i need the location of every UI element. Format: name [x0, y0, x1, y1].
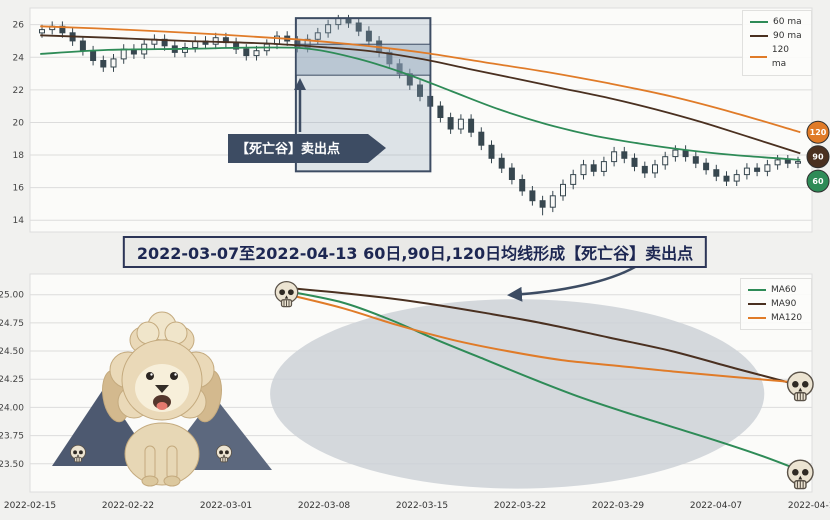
svg-text:23.50: 23.50: [0, 460, 24, 470]
sell-point-annotation-banner: 【死亡谷】卖出点: [228, 78, 386, 163]
svg-text:2022-04-13: 2022-04-13: [788, 501, 830, 511]
ma-lines-layer: [287, 286, 813, 477]
svg-text:【死亡谷】卖出点: 【死亡谷】卖出点: [236, 141, 340, 157]
svg-text:16: 16: [13, 184, 25, 194]
ma-lines-layer: [40, 25, 801, 161]
svg-text:24.25: 24.25: [0, 375, 24, 385]
top-legend: 60 ma 90 ma 120 ma: [742, 10, 812, 76]
svg-text:2022-02-22: 2022-02-22: [102, 501, 154, 511]
legend-label: MA90: [771, 299, 797, 309]
svg-text:2022-03-15: 2022-03-15: [396, 501, 448, 511]
svg-text:24: 24: [13, 53, 25, 63]
dog-face: [146, 372, 178, 410]
poodle-dog: [102, 311, 222, 487]
legend-label: 120 ma: [771, 45, 790, 69]
caption-box: 2022-03-07至2022-04-13 60日,90日,120日均线形成【死…: [122, 236, 708, 268]
svg-text:20: 20: [13, 118, 25, 128]
legend-swatch: [748, 303, 766, 305]
caption-arrow: [507, 268, 636, 302]
legend-swatch: [750, 35, 768, 37]
crossover-ellipse-highlight: [270, 299, 765, 489]
svg-text:18: 18: [13, 151, 25, 161]
legend-item[interactable]: 90 ma: [750, 29, 804, 43]
legend-swatch: [748, 289, 766, 291]
svg-text:24.00: 24.00: [0, 403, 24, 413]
x-axis-date-labels: 2022-02-15 2022-02-22 2022-03-01 2022-03-08…: [4, 501, 830, 511]
svg-text:2022-03-01: 2022-03-01: [200, 501, 252, 511]
dog-illustration: [52, 311, 272, 487]
legend-swatch: [748, 317, 766, 319]
legend-swatch: [750, 56, 767, 58]
svg-text:60: 60: [812, 177, 824, 186]
legend-label: MA60: [771, 285, 797, 295]
bottom-ma-chart: 25.00 24.75 24.50 24.25 24.00 23.75 23.50: [0, 268, 830, 511]
svg-text:2022-04-07: 2022-04-07: [690, 501, 742, 511]
svg-text:2022-02-15: 2022-02-15: [4, 501, 56, 511]
legend-item[interactable]: MA90: [748, 297, 804, 311]
svg-text:2022-03-08: 2022-03-08: [298, 501, 351, 511]
top-price-chart: 26 24 22 20 18 16 14 【死亡谷】卖出点 120 90 60: [13, 7, 830, 233]
svg-text:2022-03-22: 2022-03-22: [494, 501, 546, 511]
svg-text:120: 120: [810, 128, 827, 137]
svg-text:23.75: 23.75: [0, 432, 24, 442]
legend-swatch: [750, 21, 768, 23]
legend-item[interactable]: MA60: [748, 283, 804, 297]
svg-text:24.50: 24.50: [0, 347, 24, 357]
svg-text:14: 14: [13, 216, 25, 226]
bottom-legend: MA60 MA90 MA120: [740, 278, 812, 330]
legend-item[interactable]: 120 ma: [750, 43, 804, 71]
svg-text:25.00: 25.00: [0, 291, 24, 301]
legend-label: 90 ma: [773, 31, 802, 41]
svg-text:22: 22: [13, 86, 24, 96]
svg-text:90: 90: [812, 153, 824, 162]
ma-end-badges: 120 90 60: [806, 120, 830, 193]
top-y-axis-grid-labels: 26 24 22 20 18 16 14: [13, 21, 812, 226]
svg-text:24.75: 24.75: [0, 319, 24, 329]
legend-label: MA120: [771, 313, 803, 323]
legend-label: 60 ma: [773, 17, 802, 27]
legend-item[interactable]: MA120: [748, 311, 804, 325]
legend-item[interactable]: 60 ma: [750, 15, 804, 29]
svg-text:2022-03-29: 2022-03-29: [592, 501, 645, 511]
top-plot-area: [29, 7, 813, 233]
svg-text:26: 26: [13, 21, 25, 31]
